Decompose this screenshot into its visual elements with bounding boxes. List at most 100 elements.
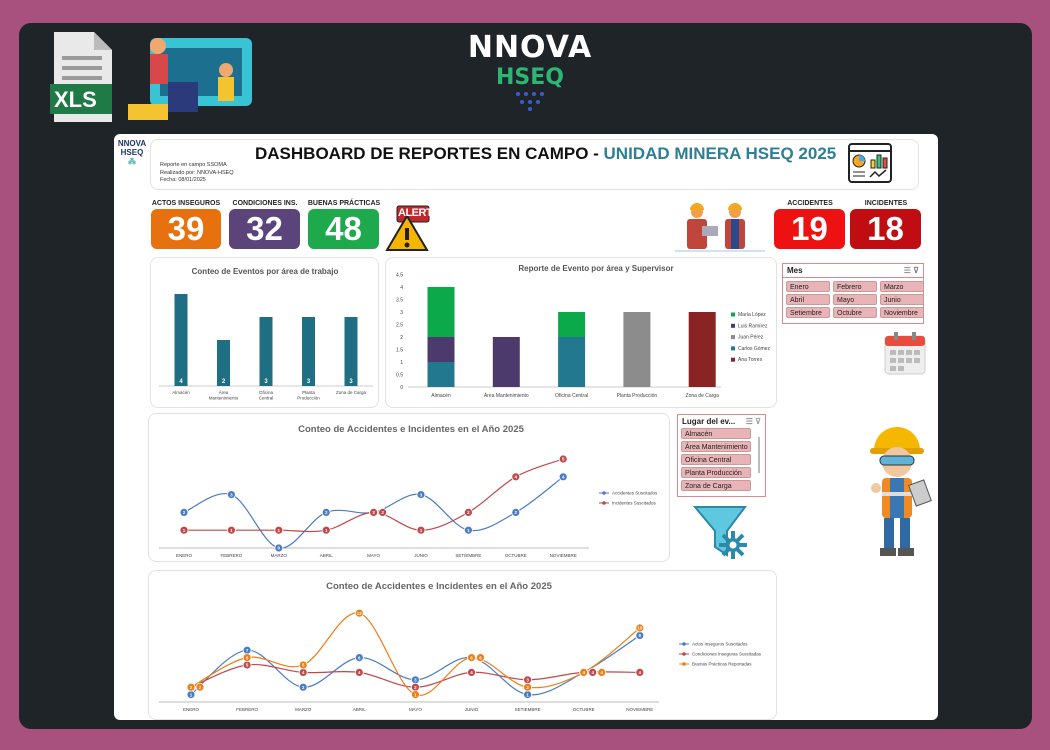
xls-label: XLS	[54, 87, 97, 112]
data-label: 2	[222, 379, 226, 385]
data-label: 9	[639, 633, 642, 638]
clear-filter-icon[interactable]: ⊽	[913, 266, 919, 275]
x-tick-label: OCTUBRE	[505, 553, 527, 558]
legend-label: Ana Torres	[738, 357, 763, 363]
data-point	[186, 682, 196, 692]
data-label: 4	[302, 670, 305, 675]
data-point	[463, 525, 473, 535]
data-label: 10	[637, 626, 643, 631]
x-tick-label: NOVIEMBRE	[626, 707, 653, 712]
bar-segment	[492, 337, 520, 387]
legend-marker	[682, 662, 686, 666]
data-label: 1	[278, 528, 281, 533]
legend-label: Incidentes Suscitados	[612, 501, 657, 506]
slicer-mes-item[interactable]: Mayo	[833, 294, 877, 305]
data-label: 3	[264, 379, 268, 385]
x-tick-label: MARZO	[271, 553, 288, 558]
data-label: 3	[349, 379, 353, 385]
x-tick-label: MAYO	[409, 707, 422, 712]
alert-text: ALERT	[398, 207, 433, 219]
chart-evento-area-supervisor: Reporte de Evento por área y Supervisor 0…	[385, 257, 777, 408]
report-author: Realizado por: NNOVA-HSEQ	[160, 169, 234, 176]
data-label: 5	[562, 457, 565, 462]
multi-select-icon[interactable]: ☰	[903, 266, 911, 275]
slicer-mes-item[interactable]: Setiembre	[786, 307, 830, 318]
data-label: 1	[325, 528, 328, 533]
kpi-actos-inseguros: 39	[151, 209, 221, 249]
data-label-badge	[476, 653, 485, 662]
chart-title: Conteo de Eventos por área de trabajo	[192, 267, 339, 276]
slicer-lugar-item[interactable]: Zona de Carga	[681, 480, 751, 491]
data-label: 6	[246, 655, 249, 660]
data-label: 6	[358, 655, 361, 660]
data-label: 2	[372, 510, 375, 515]
data-point	[635, 623, 645, 633]
clear-filter-icon[interactable]: ⊽	[755, 417, 761, 426]
slicer-lugar-item[interactable]: Planta Producción	[681, 467, 751, 478]
slicer-mes-item[interactable]: Noviembre	[880, 307, 924, 318]
legend-label: Luis Ramírez	[738, 323, 768, 329]
slicer-mes-item[interactable]: Octubre	[833, 307, 877, 318]
legend-marker	[602, 491, 606, 495]
x-tick-label: Planta Producción	[297, 390, 320, 401]
slicer-lugar-title: Lugar del ev...	[682, 417, 736, 426]
data-label: 1	[420, 528, 423, 533]
x-tick-label: ENERO	[176, 553, 193, 558]
slicer-mes-item[interactable]: Junio	[880, 294, 924, 305]
slicer-mes-item[interactable]: Enero	[786, 281, 830, 292]
slicer-lugar-item[interactable]: Área Mantenimiento	[681, 441, 751, 452]
data-label-badge	[378, 508, 388, 517]
data-point	[635, 668, 645, 677]
legend-marker	[602, 501, 606, 505]
alert-warning-icon: ALERT	[385, 204, 433, 252]
kpi-label-incidentes: INCIDENTES	[864, 200, 908, 207]
data-point	[227, 490, 236, 499]
data-point	[416, 525, 426, 535]
data-label: 2	[325, 510, 328, 515]
slicer-mes-item[interactable]: Febrero	[833, 281, 877, 292]
slicer-lugar-item[interactable]: Oficina Central	[681, 454, 751, 465]
y-tick-label: 2	[400, 335, 403, 341]
data-label: 2	[381, 510, 384, 515]
data-label: 2	[190, 685, 193, 690]
data-point	[179, 525, 189, 535]
slicer-mes-item[interactable]: Abril	[786, 294, 830, 305]
x-tick-label: FEBRERO	[221, 553, 243, 558]
data-point	[354, 668, 364, 677]
data-label: 12	[357, 611, 363, 616]
legend-label: Carlos Gómez	[738, 346, 770, 352]
slicer-lugar-item[interactable]: Almacén	[681, 428, 751, 439]
data-label-badge	[588, 668, 598, 677]
data-point	[298, 682, 308, 692]
x-tick-label: JUNIO	[414, 553, 428, 558]
legend-label: Juan Pérez	[738, 335, 764, 341]
y-tick-label: 0	[400, 385, 403, 391]
slicer-mes-title: Mes	[787, 266, 803, 275]
x-tick-label: Planta Producción	[617, 393, 658, 399]
y-tick-label: 3.5	[396, 298, 403, 304]
data-label: 2	[526, 685, 529, 690]
data-label-badge	[195, 682, 205, 692]
kpi-buenas-practicas: 48	[308, 209, 379, 249]
data-label: 4	[591, 670, 594, 675]
y-tick-label: 1.5	[396, 348, 403, 354]
slicer-lugar: Lugar del ev... ☰ ⊽ Almacén Área Mantenimi…	[677, 414, 766, 497]
data-point	[467, 668, 476, 677]
data-label: 0	[278, 546, 281, 551]
bar	[174, 294, 188, 386]
data-point	[511, 472, 521, 482]
x-tick-label: MAYO	[367, 553, 380, 558]
multi-select-icon[interactable]: ☰	[745, 417, 753, 426]
chart-eventos-por-area: Conteo de Eventos por área de trabajo 4 Al…	[150, 257, 379, 408]
slicer-mes-item[interactable]: Marzo	[880, 281, 924, 292]
data-point	[227, 525, 236, 535]
slicer-scrollbar[interactable]	[758, 437, 760, 473]
y-tick-label: 3	[400, 310, 403, 316]
data-point	[558, 454, 568, 464]
legend-label: María López	[738, 312, 766, 318]
kpi-label-condiciones: CONDICIONES INS.	[232, 200, 298, 207]
data-point	[369, 508, 379, 517]
x-tick-label: ABRIL	[320, 553, 334, 558]
data-label: 2	[199, 685, 202, 690]
data-label: 1	[467, 528, 470, 533]
